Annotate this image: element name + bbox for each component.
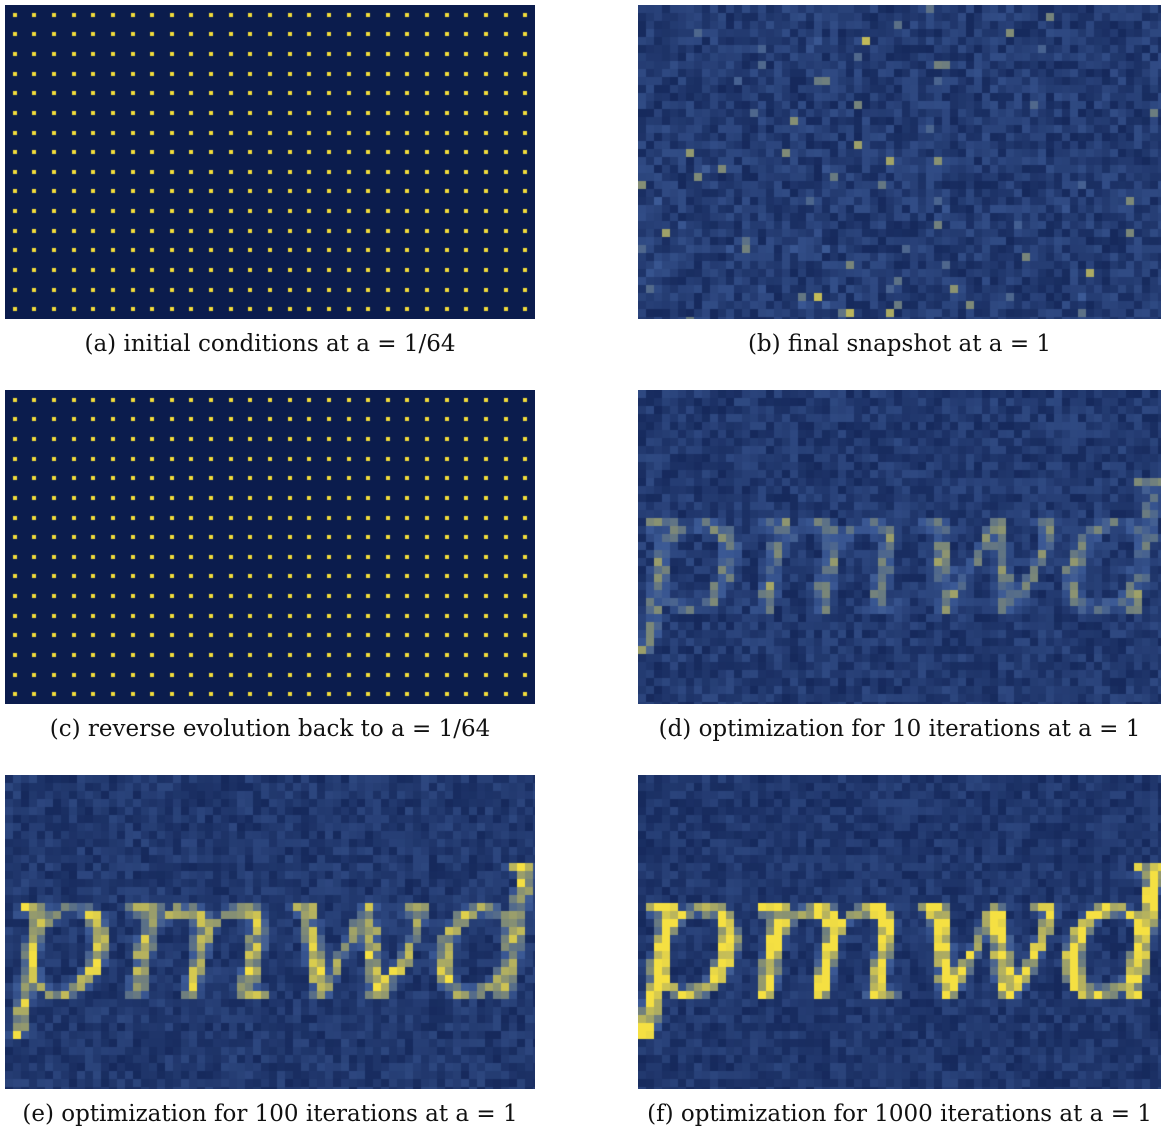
caption-a: (a) initial conditions at a = 1/64 xyxy=(84,331,456,357)
density-image-d xyxy=(638,390,1161,704)
density-image-c xyxy=(5,390,535,704)
density-image-f xyxy=(638,775,1161,1089)
density-image-a xyxy=(5,5,535,319)
panel-a: (a) initial conditions at a = 1/64 xyxy=(5,5,535,357)
panel-d: (d) optimization for 10 iterations at a … xyxy=(638,390,1161,742)
density-image-e xyxy=(5,775,535,1089)
panel-e: (e) optimization for 100 iterations at a… xyxy=(5,775,535,1127)
density-image-b xyxy=(638,5,1161,319)
caption-d: (d) optimization for 10 iterations at a … xyxy=(658,716,1141,742)
panel-f: (f) optimization for 1000 iterations at … xyxy=(638,775,1161,1127)
caption-f: (f) optimization for 1000 iterations at … xyxy=(647,1101,1152,1127)
caption-b: (b) final snapshot at a = 1 xyxy=(747,331,1052,357)
panel-b: (b) final snapshot at a = 1 xyxy=(638,5,1161,357)
caption-e: (e) optimization for 100 iterations at a… xyxy=(22,1101,518,1127)
panel-c: (c) reverse evolution back to a = 1/64 xyxy=(5,390,535,742)
caption-c: (c) reverse evolution back to a = 1/64 xyxy=(49,716,491,742)
